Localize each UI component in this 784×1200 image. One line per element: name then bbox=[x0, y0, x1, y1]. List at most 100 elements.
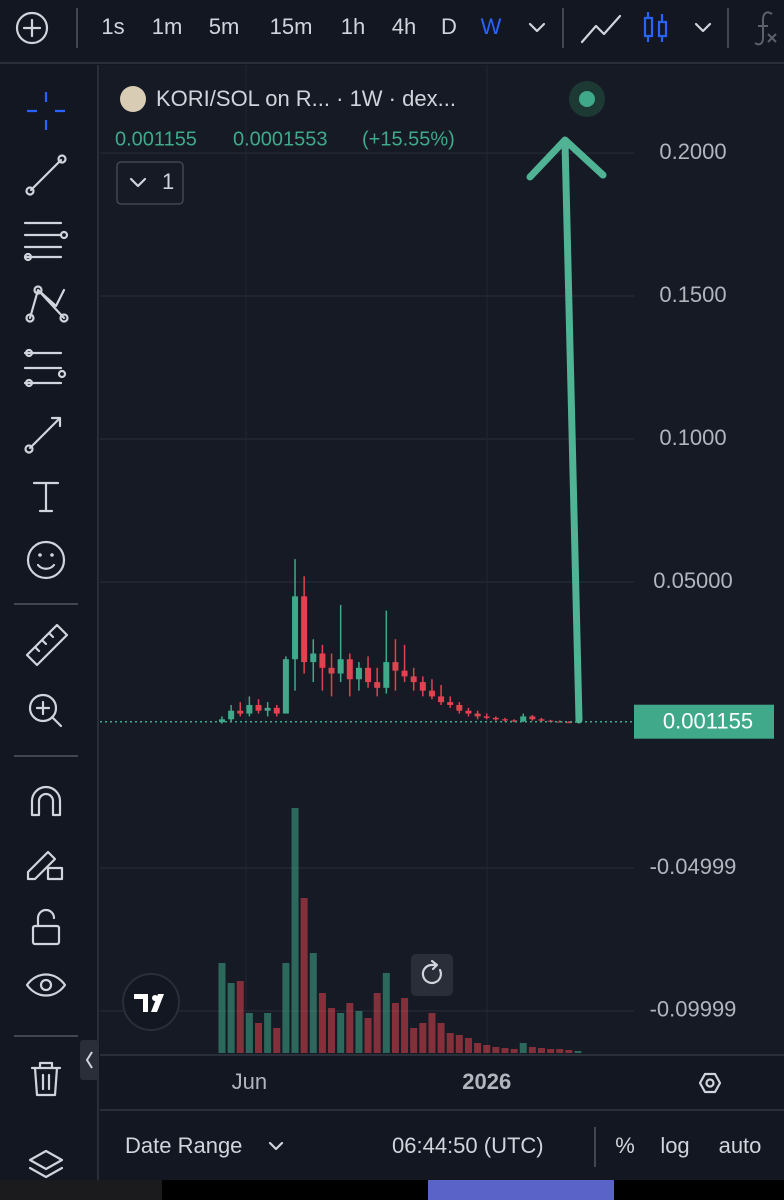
chart-area bbox=[100, 65, 784, 1055]
candle-chart-button[interactable] bbox=[643, 12, 668, 42]
pattern-tool[interactable] bbox=[25, 285, 69, 323]
clock: 06:44:50 (UTC) bbox=[392, 1133, 544, 1158]
volume-bar bbox=[437, 1023, 445, 1053]
indicators-toggle[interactable] bbox=[116, 161, 184, 205]
collapse-toolbar[interactable] bbox=[80, 1040, 98, 1080]
legend-price: 0.001155 bbox=[115, 128, 197, 150]
candle-body bbox=[328, 667, 335, 674]
arrow-tool[interactable] bbox=[24, 416, 62, 454]
volume-bar bbox=[574, 1051, 582, 1053]
interval-button[interactable]: W bbox=[481, 14, 502, 39]
candle-body bbox=[483, 716, 490, 718]
zoom-tool[interactable] bbox=[28, 693, 63, 728]
unlock-tool[interactable] bbox=[31, 908, 61, 946]
symbol-avatar bbox=[120, 86, 146, 112]
last-price-label: 0.001155 bbox=[663, 709, 753, 734]
candle-body bbox=[355, 667, 362, 680]
lock-drawings[interactable] bbox=[26, 850, 64, 881]
candle-body bbox=[556, 721, 563, 723]
candle-body bbox=[565, 722, 572, 724]
y-tick-label: 0.2000 bbox=[659, 139, 726, 164]
candle-body bbox=[228, 710, 235, 720]
date-range-chevron bbox=[268, 1141, 284, 1151]
volume-bar bbox=[318, 993, 326, 1053]
visibility-tool[interactable] bbox=[25, 973, 67, 997]
candle-body bbox=[219, 719, 225, 723]
legend-change-percent: (+15.55%) bbox=[362, 128, 455, 150]
interval-button[interactable]: 4h bbox=[392, 14, 416, 39]
candle-body bbox=[474, 713, 481, 717]
delete-tool[interactable] bbox=[30, 1061, 62, 1097]
layers-button[interactable] bbox=[28, 1149, 64, 1179]
candle-body bbox=[273, 707, 280, 714]
y-tick-label: 0.1000 bbox=[659, 425, 726, 450]
candle-body bbox=[301, 596, 308, 663]
volume-bar bbox=[300, 898, 308, 1053]
candle-body bbox=[447, 702, 454, 705]
candle-body bbox=[383, 662, 390, 688]
status-dot bbox=[579, 91, 595, 107]
interval-button[interactable]: 1m bbox=[152, 14, 183, 39]
interval-button[interactable]: 5m bbox=[209, 14, 240, 39]
candle-body bbox=[319, 653, 326, 668]
crosshair-tool[interactable] bbox=[27, 92, 65, 130]
last-price-box bbox=[634, 704, 774, 739]
plot: 0.2000 0.1500 0.1000 0.05000 -0.04999 -0.0999… bbox=[100, 139, 774, 1094]
interval-button[interactable]: D bbox=[441, 14, 457, 39]
log-toggle[interactable]: log bbox=[660, 1133, 689, 1158]
volume-bar bbox=[328, 1008, 336, 1053]
volume-bar bbox=[410, 1028, 418, 1053]
candle-body bbox=[410, 676, 417, 683]
volume-bar bbox=[245, 1013, 253, 1053]
add-button[interactable] bbox=[15, 11, 49, 45]
volume-bar bbox=[355, 1011, 363, 1053]
volume-bar bbox=[446, 1033, 454, 1053]
candle-body bbox=[492, 717, 499, 720]
interval-button[interactable]: 15m bbox=[270, 14, 313, 39]
settings-button[interactable] bbox=[698, 1072, 722, 1094]
line-chart-button[interactable] bbox=[580, 14, 622, 44]
volume-bar bbox=[428, 1013, 436, 1053]
reset-button[interactable] bbox=[411, 954, 453, 996]
interval-button[interactable]: 1s bbox=[101, 14, 124, 39]
volume-bar bbox=[464, 1038, 472, 1053]
tradingview-logo bbox=[122, 973, 180, 1031]
bottom-tab-active bbox=[428, 1180, 614, 1200]
y-tick-label: 0.1500 bbox=[659, 282, 726, 307]
volume-bar bbox=[346, 1003, 354, 1053]
text-tool[interactable] bbox=[32, 481, 60, 513]
candle-body bbox=[365, 667, 372, 683]
candle-body bbox=[438, 696, 445, 703]
volume-bar bbox=[556, 1049, 564, 1053]
bottom-tab bbox=[0, 1180, 162, 1200]
chart-type-menu[interactable] bbox=[694, 22, 712, 33]
volume-bar bbox=[236, 981, 244, 1053]
fib-tool[interactable] bbox=[23, 221, 69, 262]
legend-change: 0.0001553 bbox=[233, 128, 328, 150]
auto-toggle[interactable]: auto bbox=[719, 1133, 762, 1158]
indicators-button[interactable] bbox=[754, 11, 777, 46]
interval-menu[interactable] bbox=[528, 22, 546, 33]
interval-button[interactable]: 1h bbox=[341, 14, 365, 39]
magnet-tool[interactable] bbox=[30, 785, 62, 817]
percent-toggle[interactable]: % bbox=[615, 1133, 635, 1158]
candle-body bbox=[374, 682, 381, 688]
candle-body bbox=[346, 659, 353, 680]
candle-body bbox=[456, 704, 463, 711]
volume-bar bbox=[309, 953, 317, 1053]
emoji-tool[interactable] bbox=[26, 540, 66, 580]
volume-bar bbox=[218, 963, 226, 1053]
volume-bar bbox=[419, 1023, 427, 1053]
candle-body bbox=[255, 704, 262, 711]
line-tool[interactable] bbox=[25, 154, 67, 196]
ruler-tool[interactable] bbox=[25, 623, 69, 667]
candle-body bbox=[419, 682, 426, 691]
candle-body bbox=[501, 719, 508, 721]
y-tick-label: 0.05000 bbox=[653, 568, 733, 593]
annotation-arrow bbox=[526, 136, 607, 724]
date-range-button[interactable]: Date Range bbox=[125, 1133, 242, 1158]
volume-bar bbox=[474, 1043, 482, 1053]
projection-tool[interactable] bbox=[23, 348, 67, 388]
volume-bar bbox=[291, 808, 299, 1053]
